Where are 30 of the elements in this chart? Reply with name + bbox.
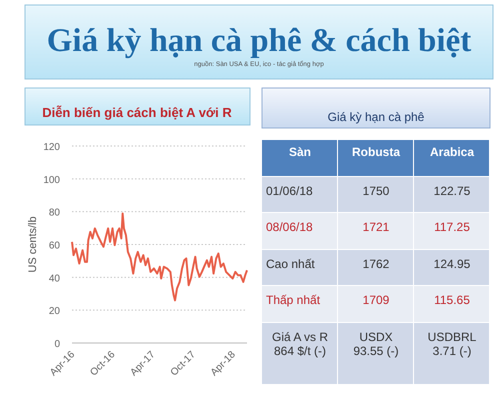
y-tick-label: 0 bbox=[54, 339, 60, 350]
chart-title: Diễn biến giá cách biệt A với R bbox=[42, 105, 232, 120]
text: USDBRL 3.71 (-) bbox=[428, 330, 476, 358]
text: Giá kỳ hạn cà phê bbox=[328, 110, 425, 124]
line-series bbox=[71, 212, 248, 302]
text: 1762 bbox=[362, 257, 390, 271]
text: 122.75 bbox=[434, 184, 470, 198]
y-axis-title: US cents/lb bbox=[27, 216, 39, 273]
text: USDX 93.55 (-) bbox=[353, 330, 399, 358]
y-tick-label: 100 bbox=[43, 174, 60, 186]
text: 124.95 bbox=[434, 257, 470, 271]
text: 01/06/18 bbox=[266, 184, 313, 198]
category-label: Robusta bbox=[352, 145, 400, 159]
text: Cao nhất bbox=[266, 257, 315, 271]
y-tick-label: 120 bbox=[43, 142, 60, 153]
text: Thấp nhất bbox=[266, 293, 320, 307]
category-label: Arabica bbox=[430, 145, 474, 159]
y-tick-label: 20 bbox=[48, 306, 60, 318]
text: 08/06/18 bbox=[266, 220, 313, 234]
text: 117.25 bbox=[434, 220, 470, 234]
category-label: Sàn bbox=[288, 145, 312, 159]
text: 1750 bbox=[362, 184, 390, 198]
text: 1721 bbox=[362, 220, 390, 234]
y-tick-label: 80 bbox=[48, 208, 60, 219]
text: 1709 bbox=[362, 293, 390, 307]
text: Giá A vs R 864 $/t (-) bbox=[272, 330, 328, 358]
y-tick-label: 40 bbox=[48, 273, 60, 284]
text: 115.65 bbox=[434, 293, 470, 307]
y-tick-label: 60 bbox=[48, 240, 60, 252]
text: Giá kỳ hạn cà phê & cách biệt bbox=[46, 23, 472, 59]
